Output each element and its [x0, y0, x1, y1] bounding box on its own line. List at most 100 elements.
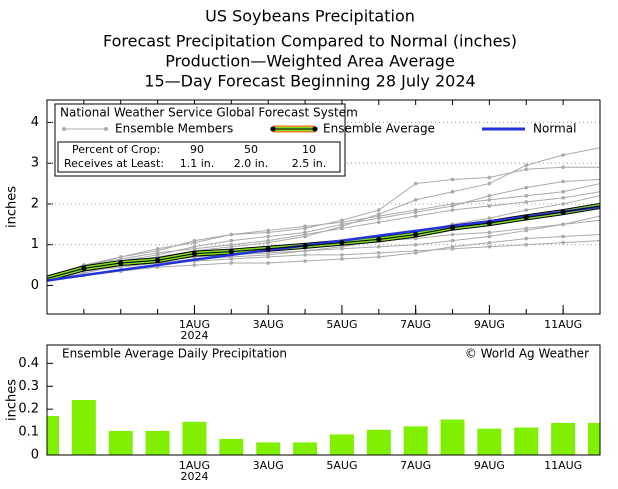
ensemble-member-point: [413, 181, 418, 186]
ensemble-member-point: [229, 242, 234, 247]
ensemble-member-point: [524, 200, 529, 204]
ensemble-member-point: [192, 263, 197, 267]
plot-area: [47, 147, 600, 282]
chart-title: Ensemble Average Daily Precipitation: [62, 347, 287, 361]
bar: [71, 400, 96, 455]
percent-table-cell: 90: [190, 143, 204, 156]
x-tick-label: 9AUG: [474, 318, 505, 331]
ensemble-member-point: [377, 244, 381, 249]
x-tick-label: 1AUG: [179, 318, 210, 331]
ensemble-member-point: [340, 246, 344, 251]
ensemble-member-point: [487, 234, 492, 239]
ensemble-member-point: [266, 261, 271, 265]
title: US Soybeans Precipitation: [205, 7, 415, 26]
ensemble-member-point: [377, 216, 381, 221]
ensemble-member-point: [561, 189, 565, 194]
ensemble-member-point: [487, 198, 492, 202]
ensemble-member-point: [561, 165, 565, 170]
ensemble-member-point: [524, 193, 529, 198]
subtitle: 15—Day Forecast Beginning 28 July 2024: [144, 72, 475, 91]
legend-title: National Weather Service Global Forecast…: [60, 106, 358, 120]
y-axis-label: inches: [5, 379, 20, 421]
ensemble-member-point: [155, 251, 160, 255]
bar: [403, 426, 428, 455]
ensemble-member-point: [561, 234, 565, 239]
y-tick-label: 0: [31, 448, 39, 463]
y-tick-label: 0.4: [18, 356, 39, 371]
bar: [256, 442, 281, 455]
bar: [588, 422, 600, 455]
ensemble-member-point: [524, 236, 529, 241]
percent-table-cell: Percent of Crop:: [72, 143, 160, 156]
ensemble-average-point: [413, 231, 419, 238]
x-tick-label: 1AUG: [179, 459, 210, 472]
ensemble-member-point: [561, 222, 565, 227]
x-tick-year: 2024: [180, 329, 208, 342]
bar: [329, 434, 354, 455]
x-tick-label: 5AUG: [326, 459, 357, 472]
y-tick-label: 4: [31, 115, 39, 130]
x-tick-label: 7AUG: [400, 318, 431, 331]
legend-box: [55, 345, 600, 362]
percent-table-cell: 50: [244, 143, 258, 156]
x-tick-label: 7AUG: [400, 459, 431, 472]
ensemble-member-point: [340, 257, 344, 261]
legend-swatch: [312, 126, 318, 132]
ensemble-member-point: [303, 224, 307, 229]
ensemble-average-point: [118, 260, 124, 266]
ensemble-average-point: [560, 209, 566, 215]
x-tick-label: 5AUG: [326, 318, 357, 331]
ensemble-member-point: [340, 253, 344, 257]
ensemble-average-point: [339, 240, 345, 246]
ensemble-member-point: [377, 220, 381, 225]
ensemble-member-point: [487, 181, 492, 186]
ensemble-average-point: [376, 236, 382, 243]
ensemble-member-point: [413, 242, 418, 247]
x-tick-label: 11AUG: [544, 318, 582, 331]
y-tick-label: 0.1: [18, 425, 39, 440]
ensemble-average-point: [449, 224, 456, 231]
ensemble-member-point: [303, 259, 307, 263]
ensemble-member-point: [450, 244, 455, 249]
legend-swatch: [62, 127, 66, 131]
legend-label: Ensemble Members: [115, 122, 233, 136]
ensemble-member-point: [377, 208, 381, 212]
ensemble-member-point: [266, 251, 271, 255]
legend-swatch: [270, 126, 276, 132]
ensemble-member-point: [487, 216, 492, 221]
ensemble-member-point: [303, 249, 307, 253]
ensemble-average-point: [228, 249, 234, 255]
ensemble-member-line: [47, 178, 600, 278]
ensemble-average-line: [47, 205, 600, 280]
y-tick-label: 0.3: [18, 379, 39, 394]
percent-table-cell: 2.0 in.: [234, 157, 269, 170]
ensemble-member-point: [340, 222, 344, 227]
ensemble-member-point: [561, 153, 565, 157]
ensemble-member-point: [561, 179, 565, 184]
ensemble-member-point: [229, 238, 234, 243]
ensemble-member-point: [487, 244, 492, 249]
bar: [145, 430, 170, 455]
ensemble-member-point: [377, 251, 381, 255]
y-tick-label: 0.2: [18, 402, 39, 417]
legend-label: Ensemble Average: [323, 122, 435, 136]
bar: [440, 419, 465, 455]
ensemble-average-point: [265, 246, 271, 252]
y-tick-label: 2: [31, 196, 39, 211]
y-tick-label: 0: [31, 278, 39, 293]
bar: [47, 416, 59, 455]
plot-frame: [46, 344, 601, 456]
ensemble-member-point: [450, 232, 455, 237]
ensemble-member-point: [303, 232, 307, 237]
ensemble-member-point: [524, 242, 529, 247]
ensemble-member-line: [47, 183, 600, 278]
ensemble-average-point: [302, 243, 308, 249]
ensemble-member-line: [47, 234, 600, 280]
bar: [219, 438, 244, 455]
ensemble-member-point: [450, 238, 455, 243]
ensemble-member-point: [487, 240, 492, 245]
percent-table-cell: 10: [302, 143, 316, 156]
bar: [551, 422, 576, 455]
